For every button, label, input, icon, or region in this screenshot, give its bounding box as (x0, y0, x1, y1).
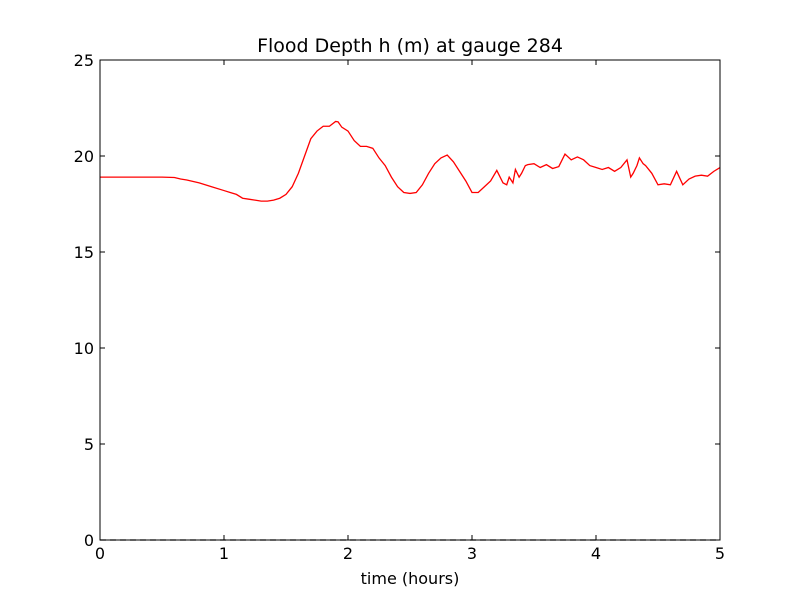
plot-frame (99, 59, 721, 541)
x-tick-label-4: 4 (591, 544, 601, 563)
x-axis-label: time (hours) (361, 569, 460, 588)
x-tick-label-3: 3 (467, 544, 477, 563)
x-tick-label-0: 0 (95, 544, 105, 563)
y-tick-label-2: 10 (74, 339, 94, 358)
y-tick-label-3: 15 (74, 243, 94, 262)
series-layer (100, 120, 721, 541)
x-tick-label-2: 2 (343, 544, 353, 563)
series-line-0 (100, 120, 721, 202)
ticks-layer: 0 1 2 3 4 5 0 5 10 15 20 25 (74, 51, 725, 563)
y-tick-label-0: 0 (84, 531, 94, 550)
chart-title: Flood Depth h (m) at gauge 284 (257, 35, 563, 57)
x-tick-label-5: 5 (715, 544, 725, 563)
y-tick-label-4: 20 (74, 147, 94, 166)
x-tick-label-1: 1 (219, 544, 229, 563)
y-tick-label-1: 5 (84, 435, 94, 454)
y-tick-label-5: 25 (74, 51, 94, 70)
